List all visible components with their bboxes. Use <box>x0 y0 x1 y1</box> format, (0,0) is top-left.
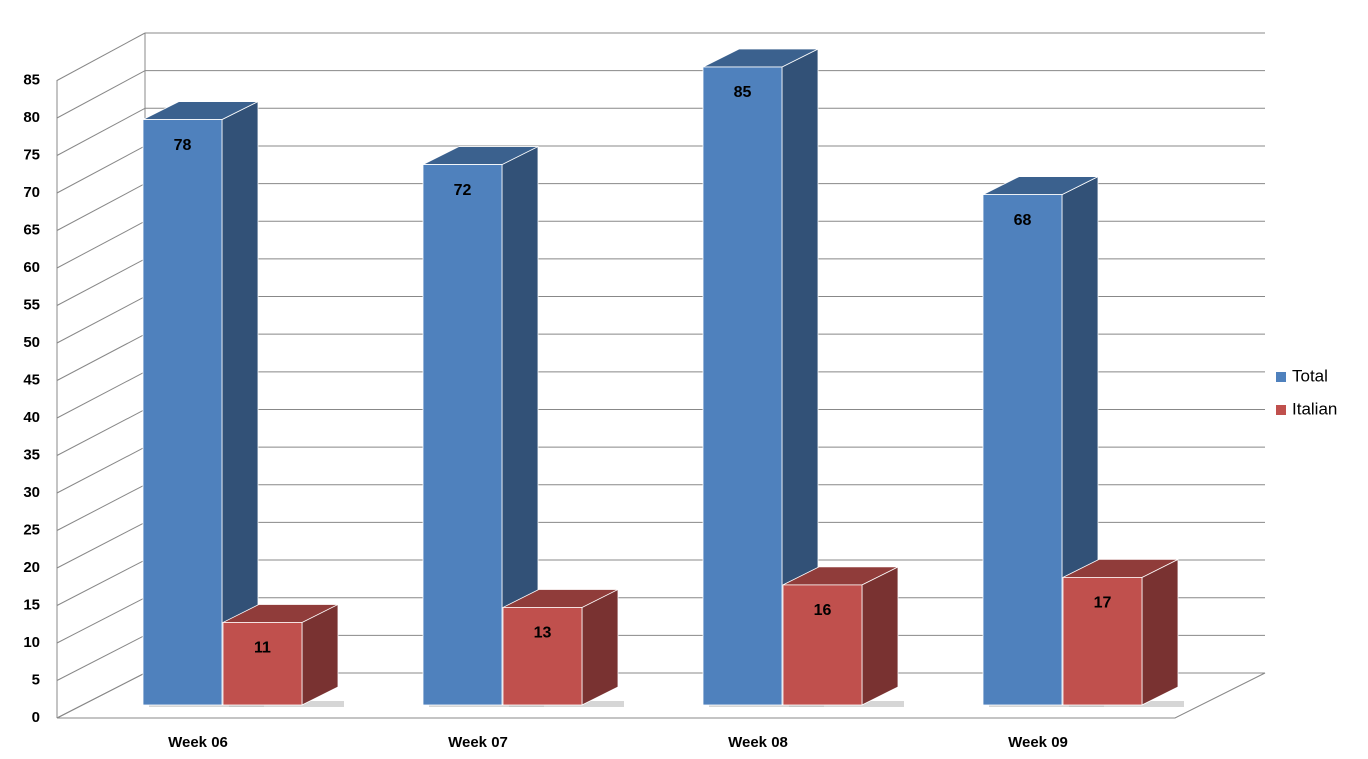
bar <box>422 164 503 706</box>
value-label: 78 <box>174 137 192 154</box>
x-tick-label: Week 09 <box>1008 734 1068 751</box>
legend-label: Italian <box>1292 399 1337 418</box>
bar <box>702 66 783 706</box>
bar <box>782 584 863 706</box>
y-tick-label: 25 <box>23 521 40 538</box>
y-tick-label: 5 <box>32 671 40 688</box>
grid-line-side <box>56 220 146 269</box>
value-label: 11 <box>254 640 271 657</box>
grid-line-side <box>56 521 146 569</box>
y-tick-label: 55 <box>23 296 40 313</box>
bar-side <box>1141 558 1179 706</box>
x-tick-label: Week 07 <box>448 734 508 751</box>
y-tick-label: 65 <box>23 221 40 238</box>
bar <box>1062 577 1143 706</box>
y-tick-label: 40 <box>23 409 40 426</box>
y-tick-label: 10 <box>23 634 40 651</box>
grid-line-side <box>56 484 146 531</box>
grid-line-side <box>56 597 146 644</box>
y-tick-label: 30 <box>23 484 40 501</box>
value-label: 13 <box>534 625 552 642</box>
x-tick-label: Week 08 <box>728 734 788 751</box>
value-label: 72 <box>454 182 472 199</box>
grid-line-side <box>56 333 146 381</box>
grid-line-side <box>56 559 146 606</box>
y-tick-label: 60 <box>23 259 40 276</box>
grid-line-side <box>56 32 146 81</box>
value-label: 68 <box>1014 212 1032 229</box>
grid-line-side <box>56 409 146 456</box>
grid-line-side <box>56 672 146 719</box>
x-tick-label: Week 06 <box>168 734 228 751</box>
y-tick-label: 50 <box>23 334 40 351</box>
bar-side <box>581 588 619 706</box>
bar-side <box>861 566 899 706</box>
legend-swatch <box>1276 372 1286 382</box>
y-tick-label: 45 <box>23 371 40 388</box>
y-tick-label: 15 <box>23 596 40 613</box>
legend-swatch <box>1276 405 1286 415</box>
grid-line-side <box>56 446 146 494</box>
value-label: 17 <box>1094 595 1112 612</box>
y-tick-label: 85 <box>23 71 40 88</box>
legend-label: Total <box>1292 366 1328 385</box>
grid-line-side <box>56 183 146 231</box>
y-tick-label: 70 <box>23 184 40 201</box>
bar <box>222 622 303 706</box>
bar <box>142 119 223 706</box>
grid-line-side <box>56 258 146 306</box>
bar <box>982 194 1063 706</box>
bar <box>502 607 583 706</box>
y-tick-label: 0 <box>32 709 40 726</box>
grid-line-side <box>56 145 146 194</box>
value-label: 85 <box>734 84 752 101</box>
y-tick-label: 20 <box>23 559 40 576</box>
grid-line-side <box>56 634 146 681</box>
y-tick-label: 80 <box>23 109 40 126</box>
y-tick-label: 35 <box>23 446 40 463</box>
grid-line-side <box>56 371 146 419</box>
grid-line-side <box>56 296 146 344</box>
value-label: 16 <box>814 602 832 619</box>
grid-line-side <box>56 70 146 119</box>
y-tick-label: 75 <box>23 146 40 163</box>
grid-line-side <box>56 107 146 156</box>
